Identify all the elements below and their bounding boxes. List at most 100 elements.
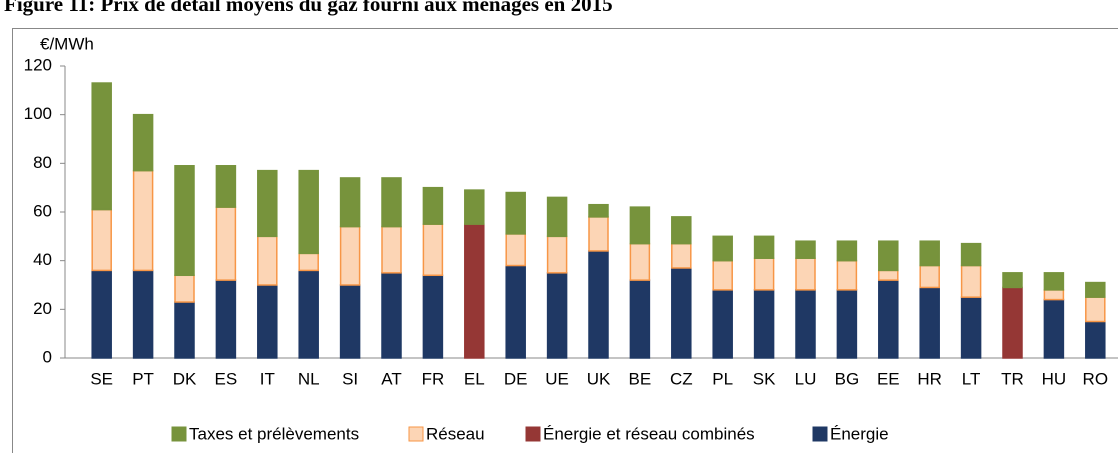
bar-segment	[548, 273, 567, 358]
bar-segment	[920, 287, 939, 358]
legend-label: Taxes et prélèvements	[189, 424, 359, 443]
x-tick-label: IT	[260, 369, 275, 388]
x-tick-label: RO	[1083, 369, 1109, 388]
bar-segment	[134, 115, 153, 171]
bar-segment	[837, 241, 856, 260]
x-tick-label: HR	[917, 369, 942, 388]
bar-segment	[216, 207, 235, 280]
bar-segment	[589, 205, 608, 217]
x-tick-label: EE	[877, 369, 900, 388]
bar-segment	[299, 270, 318, 358]
bar-segment	[962, 266, 981, 298]
bar-segment	[920, 241, 939, 265]
bar-segment	[672, 217, 691, 244]
bar-segment	[755, 236, 774, 258]
bar-segment	[1044, 300, 1063, 358]
x-tick-label: PL	[712, 369, 733, 388]
y-tick-label: 40	[33, 250, 52, 269]
x-tick-label: ES	[215, 369, 238, 388]
bar-segment	[713, 236, 732, 260]
bar-segment	[589, 251, 608, 358]
y-tick-label: 80	[33, 153, 52, 172]
bar-segment	[589, 217, 608, 251]
x-tick-label: NL	[298, 369, 320, 388]
bar-segment	[630, 207, 649, 244]
bar-segment	[341, 285, 360, 358]
x-tick-label: SI	[342, 369, 358, 388]
bar-segment	[216, 166, 235, 207]
legend-label: Énergie et réseau combinés	[543, 424, 755, 443]
y-tick-label: 0	[43, 347, 52, 366]
bar-segment	[299, 253, 318, 270]
bar-segment	[465, 190, 484, 224]
bar-segment	[837, 261, 856, 290]
legend-swatch	[409, 427, 423, 441]
bar-segment	[382, 227, 401, 273]
y-axis-label: €/MWh	[40, 34, 94, 53]
bar-segment	[382, 178, 401, 227]
bar-segment	[796, 258, 815, 290]
bar-segment	[134, 270, 153, 358]
bar-segment	[630, 280, 649, 358]
x-tick-label: EL	[464, 369, 485, 388]
x-tick-label: UK	[587, 369, 611, 388]
x-tick-label: PT	[132, 369, 154, 388]
bar-segment	[216, 280, 235, 358]
bar-segment	[92, 210, 111, 271]
bar-segment	[672, 244, 691, 268]
bar-segment	[341, 227, 360, 285]
bar-segment	[175, 302, 194, 358]
x-tick-label: BE	[629, 369, 652, 388]
bar-segment	[341, 178, 360, 227]
x-tick-label: CZ	[670, 369, 693, 388]
bar-segment	[1003, 287, 1022, 358]
bar-segment	[1003, 273, 1022, 288]
bar-segment	[465, 224, 484, 358]
bar-segment	[92, 270, 111, 358]
bar-segment	[837, 290, 856, 358]
x-tick-label: BG	[835, 369, 860, 388]
bar-segment	[1044, 290, 1063, 300]
bar-segment	[962, 297, 981, 358]
bar-segment	[423, 224, 442, 275]
bar-segment	[879, 241, 898, 270]
bar-segment	[92, 83, 111, 210]
bar-segment	[1086, 283, 1105, 298]
legend-label: Énergie	[830, 424, 889, 443]
x-tick-label: UE	[545, 369, 569, 388]
chart-title: Figure 11: Prix de détail moyens du gaz …	[4, 0, 613, 16]
bar-segment	[1086, 297, 1105, 321]
x-tick-label: DK	[173, 369, 197, 388]
bar-segment	[713, 261, 732, 290]
bar-segment	[920, 266, 939, 288]
y-tick-label: 120	[24, 55, 52, 74]
bar-segment	[423, 275, 442, 358]
y-tick-label: 60	[33, 201, 52, 220]
x-tick-label: AT	[381, 369, 401, 388]
x-tick-label: HU	[1042, 369, 1067, 388]
bar-segment	[1086, 322, 1105, 359]
x-tick-label: FR	[422, 369, 445, 388]
bar-segment	[755, 290, 774, 358]
legend-swatch	[526, 427, 540, 441]
x-tick-label: LU	[795, 369, 817, 388]
legend-label: Réseau	[426, 424, 485, 443]
bar-segment	[258, 285, 277, 358]
bar-segment	[175, 275, 194, 302]
bar-segment	[879, 280, 898, 358]
bar-segment	[175, 166, 194, 276]
legend-swatch	[172, 427, 186, 441]
x-tick-label: SE	[90, 369, 113, 388]
bar-segment	[879, 270, 898, 280]
bar-segment	[134, 171, 153, 271]
bar-segment	[962, 244, 981, 266]
bar-segment	[630, 244, 649, 281]
bar-segment	[506, 234, 525, 266]
bar-segment	[423, 188, 442, 225]
bar-segment	[299, 171, 318, 254]
bar-segment	[548, 197, 567, 236]
x-tick-label: SK	[753, 369, 776, 388]
bar-segment	[796, 290, 815, 358]
